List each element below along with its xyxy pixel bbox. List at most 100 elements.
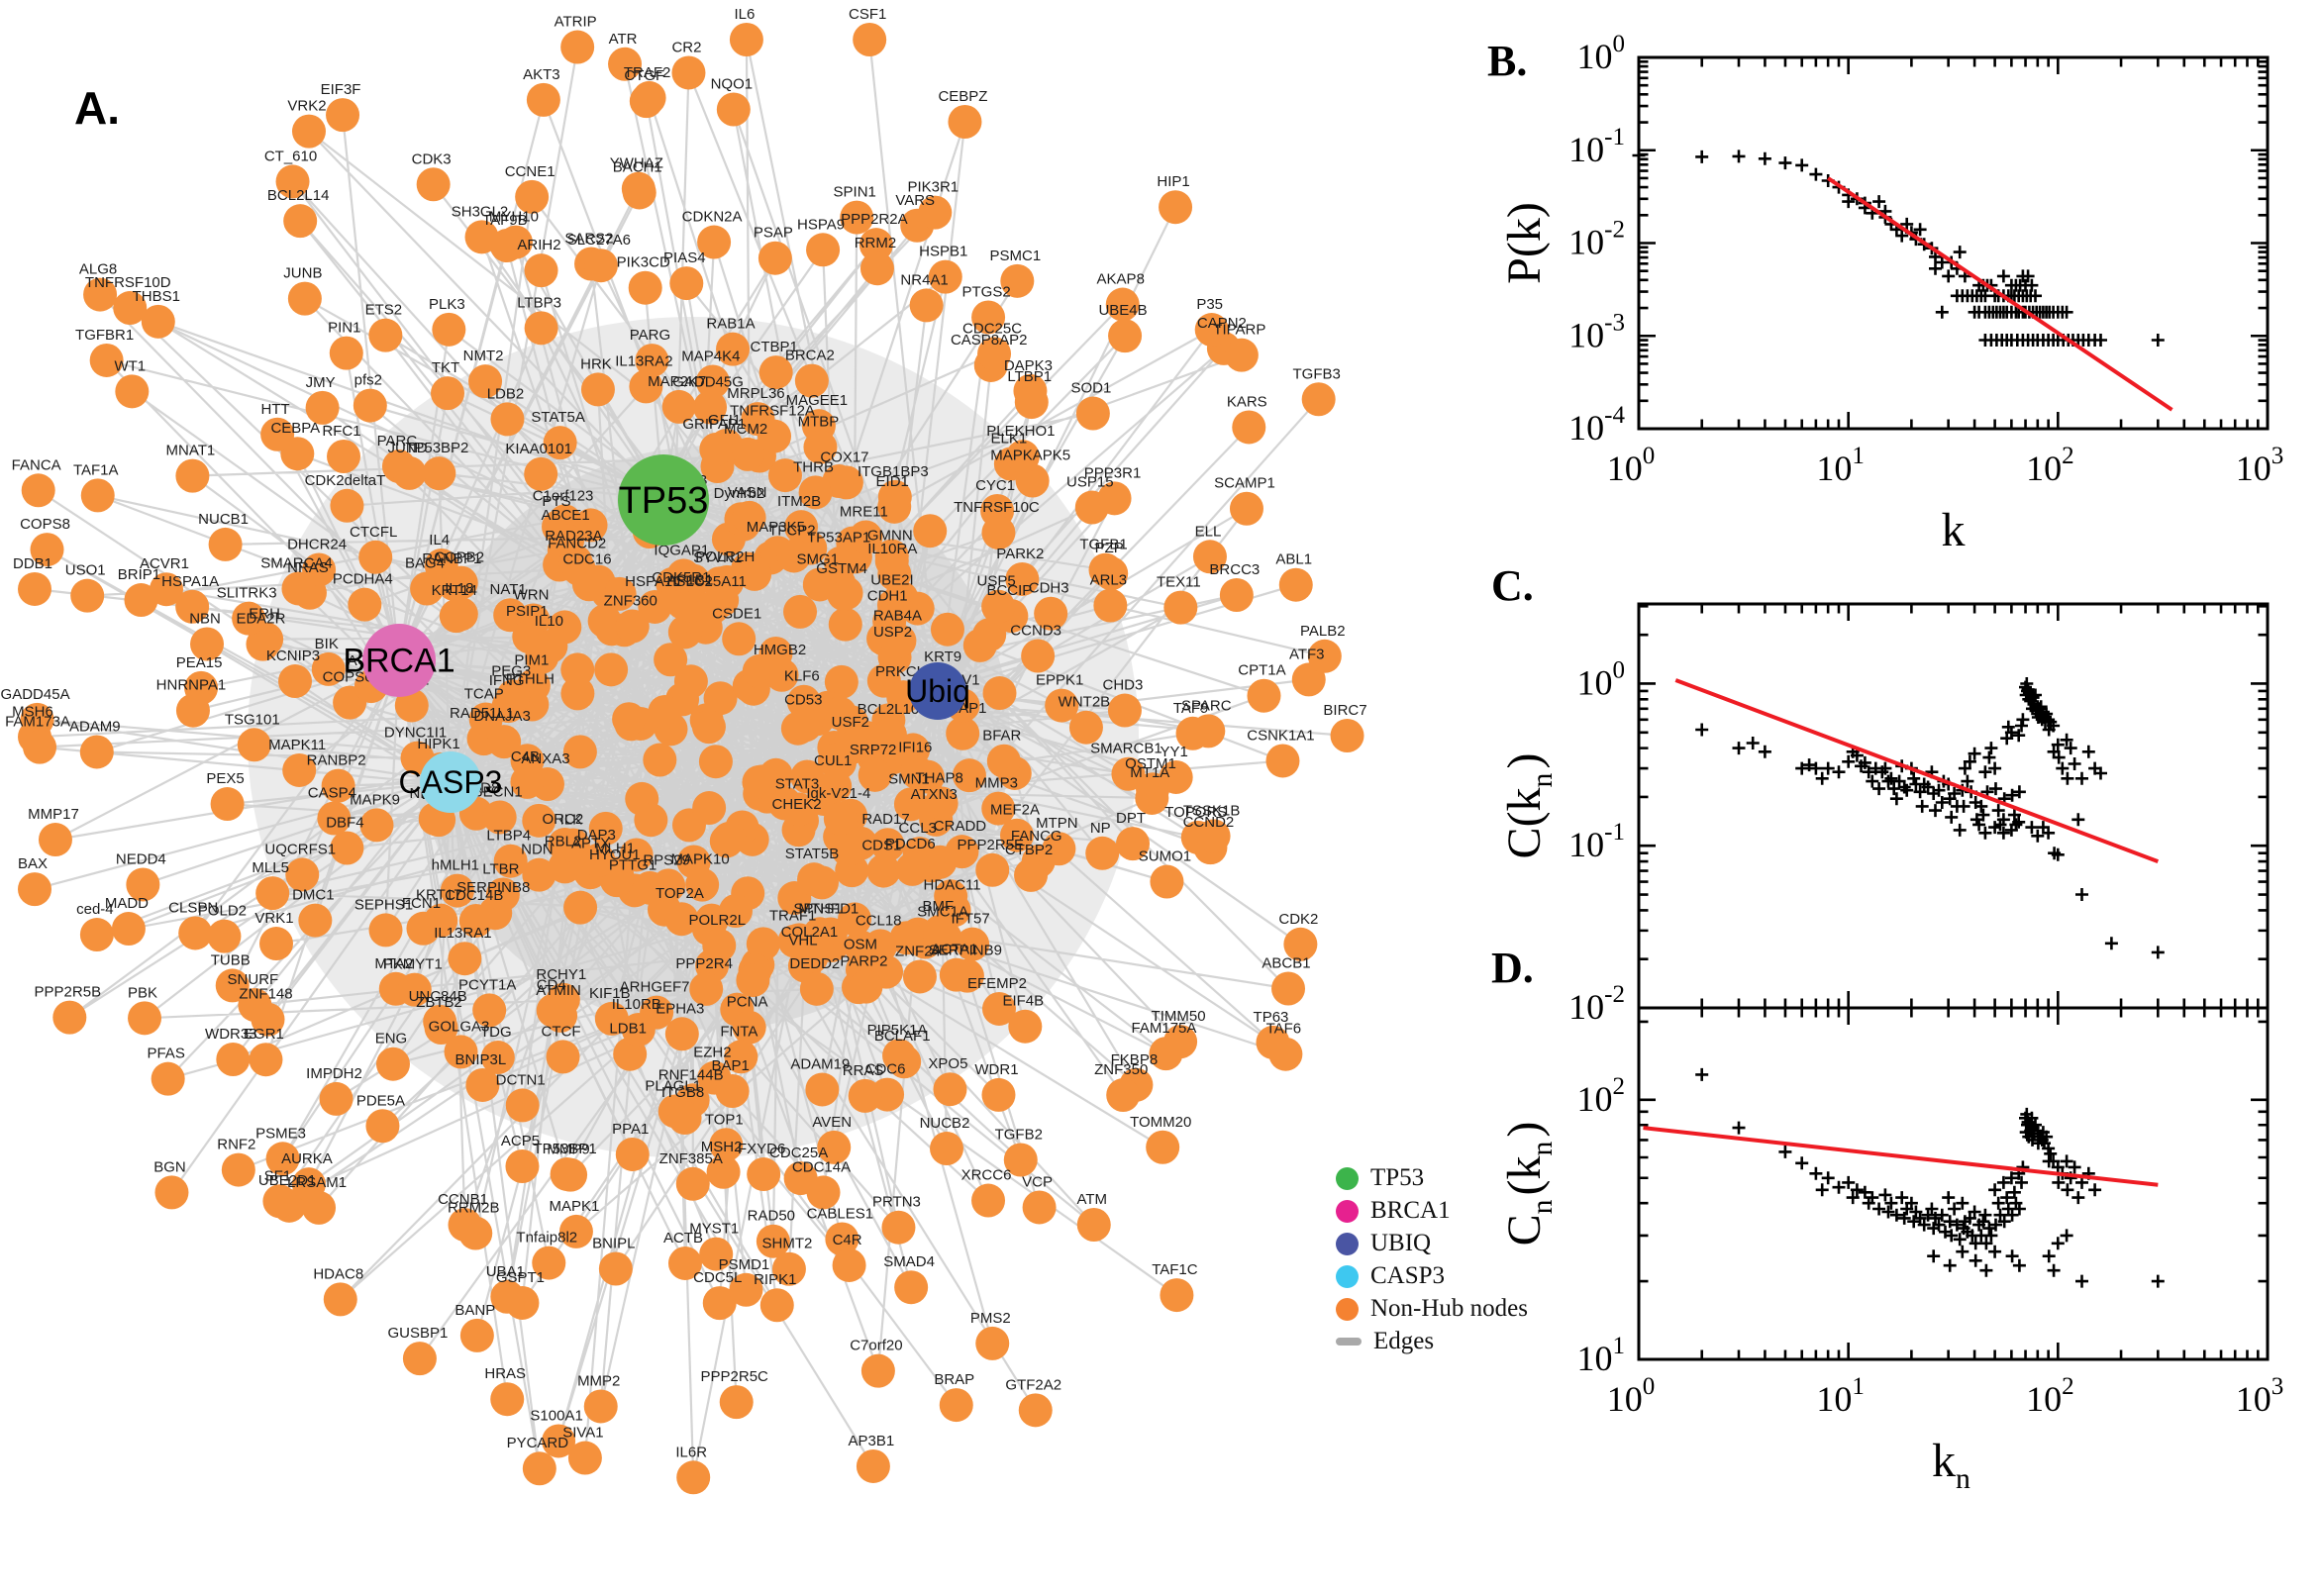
gene-label: STAT5B [785,846,839,862]
non-hub-node [1268,1037,1303,1071]
non-hub-node [80,478,115,513]
gene-label: CDC16 [562,550,611,567]
gene-label: PEG3 [491,662,531,679]
non-hub-node [838,902,872,937]
gene-label: IL6 [734,6,755,23]
gene-label: CTCF [542,1023,581,1040]
gene-label: BANP [454,1302,495,1319]
non-hub-node [863,929,898,963]
gene-label: BACH1 [613,158,662,175]
tick-label: 10-1 [1568,819,1625,864]
non-hub-node [729,23,763,56]
non-hub-node [858,228,893,262]
non-hub-node [255,876,290,911]
gene-label: HSPB1 [919,244,967,260]
non-hub-node [282,752,317,787]
gene-label: MAGEE1 [786,392,849,409]
gene-label: ERH [249,606,280,623]
gene-label: SIVA1 [562,1425,603,1442]
non-hub-node [706,1154,741,1189]
axis-ticks [1639,57,2268,429]
non-hub-node [567,1441,602,1475]
non-hub-node [797,862,832,897]
non-hub-node [480,1041,515,1075]
tick-label: 101 [1577,1333,1626,1378]
non-hub-node [699,432,734,466]
gene-label: ADAM19 [790,1055,850,1072]
non-hub-node [558,1214,593,1248]
scatter-points [1695,677,2165,959]
gene-label: SMARCA4 [260,554,333,571]
gene-label: CEBPZ [938,88,987,105]
gene-label: GFI1 [708,412,741,429]
gene-label: FANCA [12,456,61,473]
gene-label: BRIP1 [118,566,160,583]
gene-label: ABCB1 [1262,955,1310,972]
non-hub-node [1301,382,1336,417]
gene-label: MSH6 [12,703,53,720]
gene-label: WRN [514,586,550,603]
gene-label: CSNK1A1 [1247,727,1314,744]
gene-label: PALB2 [1300,623,1346,640]
scatter-points [1632,149,2165,347]
hub-node-casp3 [420,751,481,813]
non-hub-node [543,426,577,460]
non-hub-node [758,419,792,453]
gene-label: UBE2I [870,571,913,588]
non-hub-node [788,708,823,743]
tick-label: 100 [1607,1373,1656,1419]
tick-label: 10-3 [1568,309,1625,354]
gene-label: TIMM50 [1152,1008,1206,1025]
non-hub-node [431,376,465,411]
gene-label: ACP5 [501,1133,540,1149]
non-hub-node [1146,1130,1180,1164]
non-hub-node [424,548,458,582]
gene-label: ATF3 [1289,646,1325,662]
gene-label: SOD1 [1070,380,1111,397]
non-hub-node [232,601,266,636]
gene-label: ZNF385A [659,1150,723,1167]
gene-label: HRK [580,355,612,372]
gene-label: PCYT1A [458,976,516,993]
gene-label: KLF6 [784,668,820,685]
gene-label: MRPL36 [727,385,784,402]
non-hub-node [79,735,114,769]
gene-label: CCND3 [1010,622,1061,639]
non-hub-node [929,1132,963,1166]
non-hub-node [259,927,294,961]
non-hub-node [490,1382,525,1417]
non-hub-node [794,363,829,398]
gene-label: PIK3CD [617,254,670,271]
non-hub-node [665,585,700,620]
gene-label: TOMM20 [1130,1114,1191,1131]
gene-label: RFC1 [322,423,360,440]
gene-label: BAG4 [405,555,445,572]
non-hub-node [439,599,473,634]
gene-label: COX17 [820,449,868,465]
non-hub-node [278,664,313,699]
network-svg: USF2 ORC2 MCM2 CDC6 COPS6 BCCIP CCNB1 CDK3 CCND2… [1,6,1367,1495]
non-hub-node [505,1285,540,1320]
gene-label: NRAS [287,559,329,576]
gene-label: MADD [105,895,149,912]
non-hub-node [126,867,160,902]
hub-node-brca1 [362,624,436,697]
non-hub-node [746,927,780,961]
non-hub-node [870,828,905,862]
non-hub-node [178,916,213,950]
non-hub-node [560,676,595,711]
gene-label: CUL1 [814,752,852,769]
gene-label: VHL [788,933,817,949]
non-hub-node [638,589,672,624]
gene-label: IL10RB [612,996,661,1013]
non-hub-node [423,1004,457,1039]
legend-item-edges: Edges [1336,1328,1528,1354]
gene-label: BAP1 [711,1057,749,1074]
non-hub-node [496,679,531,714]
gene-label: CT_610 [264,148,317,164]
gene-label: USP15 [1066,474,1114,491]
non-hub-node [933,1072,967,1107]
non-hub-node [798,475,833,510]
fit-line [1674,678,2160,863]
gene-label: BRCC3 [1209,561,1260,578]
